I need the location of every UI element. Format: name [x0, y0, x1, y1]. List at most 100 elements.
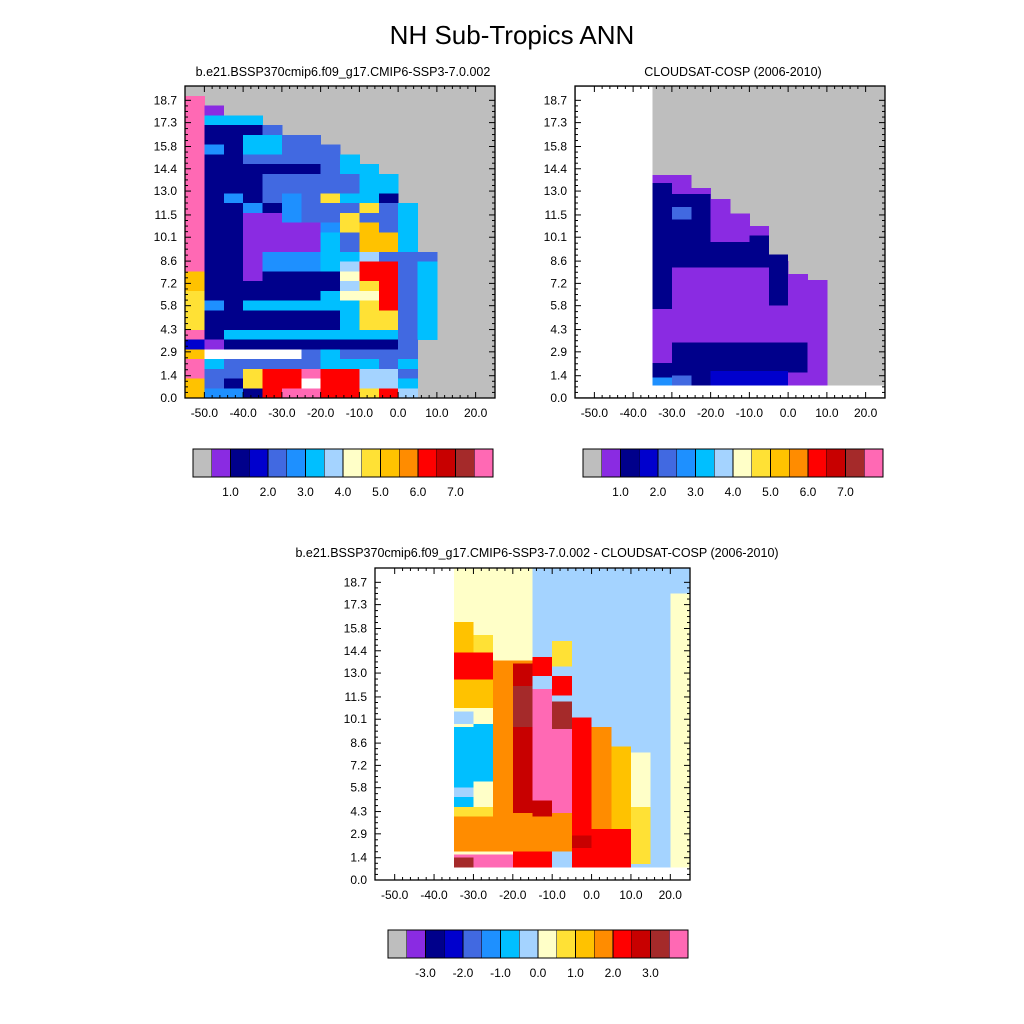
panel-model-cell: [340, 310, 360, 321]
panel-model-colorbar-swatch: [248, 448, 269, 478]
panel-model-cell: [359, 222, 380, 233]
panel-model-x-tick-label: -40.0: [229, 406, 257, 420]
panel-diff-cell: [611, 746, 631, 849]
panel-model-cell: [378, 261, 399, 272]
panel-diff-y-tick-label: 8.6: [350, 736, 367, 750]
panel-obs-dark-cell: [671, 206, 692, 220]
panel-obs-colorbar-label: 5.0: [762, 485, 779, 499]
panel-model-cell: [340, 183, 360, 194]
panel-model-cell: [301, 300, 322, 311]
panel-model-colorbar-swatch: [286, 448, 306, 478]
panel-obs-purple-cell: [652, 308, 672, 363]
panel-model-cell: [185, 125, 205, 136]
panel-model-y-tick-label: 4.3: [160, 323, 177, 337]
panel-model-cell: [378, 173, 399, 184]
panel-model-cell: [185, 271, 205, 282]
panel-model-cells: [185, 86, 495, 399]
panel-model-cell: [185, 329, 205, 340]
panel-model-cell: [281, 222, 302, 233]
panel-model-cell: [417, 290, 438, 301]
panel-model-cell: [243, 349, 263, 360]
panel-model-cell: [262, 125, 283, 136]
panel-obs-y-tick-label: 11.5: [545, 208, 568, 222]
panel-obs-x-tick-label: -30.0: [658, 406, 686, 420]
panel-model-cell: [185, 368, 205, 379]
panel-model-cell: [398, 222, 418, 233]
panel-model-cell: [320, 378, 341, 389]
panel-model-colorbar-swatch: [323, 448, 344, 478]
panel-model-x-tick-label: 20.0: [464, 406, 488, 420]
panel-model-cell: [398, 329, 418, 340]
panel-obs-frame: [574, 85, 886, 399]
panel-obs-cells: [575, 86, 885, 398]
panel-model-cell: [262, 300, 283, 311]
panel-model-cell: [320, 290, 341, 301]
panel-diff-colorbar-swatch: [537, 929, 558, 959]
panel-obs-colorbar-swatch: [620, 448, 640, 478]
panel-model-cell: [281, 144, 302, 155]
panel-model-cell: [378, 320, 399, 331]
panel-model-cell: [398, 349, 418, 360]
panel-model-cell: [320, 281, 341, 292]
panel-model-colorbar-swatch: [342, 448, 363, 478]
panel-model-cell: [320, 144, 341, 155]
panel-diff-x-tick-label: -10.0: [539, 888, 567, 902]
panel-model-colorbar-label: 4.0: [335, 485, 352, 499]
panel-model-cell: [243, 203, 263, 214]
panel-model-cell: [262, 193, 283, 204]
panel-model-cell: [185, 261, 205, 272]
panel-obs-colorbar-swatch: [732, 448, 753, 478]
panel-diff-colorbar-label: 3.0: [642, 966, 659, 980]
panel-model-cell: [281, 134, 302, 145]
panel-model-cell: [243, 271, 263, 282]
panel-model-cell: [359, 271, 380, 282]
panel-model-y-tick-label: 11.5: [155, 208, 178, 222]
panel-model-colorbar-swatch: [417, 448, 438, 478]
panel-model-cell: [281, 359, 302, 370]
panel-model-cell: [243, 329, 263, 340]
panel-model-x-tick-label: -30.0: [268, 406, 296, 420]
panel-model-cell: [281, 329, 302, 340]
panel-diff-cell: [453, 813, 572, 852]
panel-model-cell: [417, 281, 438, 292]
panel-diff-cell: [453, 711, 474, 724]
panel-diff-y-tick-label: 10.1: [344, 712, 368, 726]
panel-diff: b.e21.BSSP370cmip6.f09_g17.CMIP6-SSP3-7.…: [295, 546, 778, 980]
panel-model-cell: [359, 232, 380, 243]
panel-model-cell: [243, 339, 263, 350]
panel-model-cell: [185, 212, 205, 223]
panel-model-cell: [378, 193, 399, 204]
panel-diff-cell: [512, 685, 533, 728]
panel-model-cell: [359, 290, 380, 301]
panel-model-cell: [243, 232, 263, 243]
panel-model-cell: [185, 349, 205, 360]
panel-diff-colorbar: -3.0 -2.0 -1.0 0.0 1.0 2.0 3.0: [387, 929, 689, 980]
panel-model-cell: [223, 388, 244, 399]
panel-diff-colorbar-swatch: [593, 929, 614, 959]
panel-obs-y-tick-label: 8.6: [550, 254, 567, 268]
panel-model-cell: [185, 359, 205, 370]
panel-diff-y-tick-label: 1.4: [350, 851, 367, 865]
panel-model-cell: [281, 154, 302, 165]
panel-model-x-tick-label: -50.0: [191, 406, 219, 420]
panel-model-cell: [204, 242, 225, 253]
panel-model-cell: [262, 203, 283, 214]
panel-model-cell: [398, 320, 418, 331]
panel-diff-colorbar-swatch: [481, 929, 501, 959]
panel-model-cell: [262, 154, 283, 165]
panel-model-cell: [340, 164, 360, 175]
panel-model-cell: [223, 173, 244, 184]
panel-model-cell: [340, 173, 360, 184]
panel-diff-y-tick-label: 11.5: [345, 690, 368, 704]
panel-obs-colorbar-label: 4.0: [725, 485, 742, 499]
panel-model-colorbar-swatch: [361, 448, 381, 478]
panel-obs: CLOUDSAT-COSP (2006-2010) -50.0 -40.0 -30.…: [544, 65, 886, 499]
panel-diff-x-tick-label: 10.0: [619, 888, 643, 902]
panel-model-y-tick-label: 15.8: [154, 139, 178, 153]
panel-model-title: b.e21.BSSP370cmip6.f09_g17.CMIP6-SSP3-7.…: [196, 65, 491, 79]
panel-model-y-tick-label: 0.0: [160, 391, 177, 405]
panel-model-cell: [185, 232, 205, 243]
panel-diff-cell: [453, 652, 494, 680]
panel-model-cell: [340, 261, 360, 272]
panel-model-y-tick-label: 13.0: [154, 184, 178, 198]
